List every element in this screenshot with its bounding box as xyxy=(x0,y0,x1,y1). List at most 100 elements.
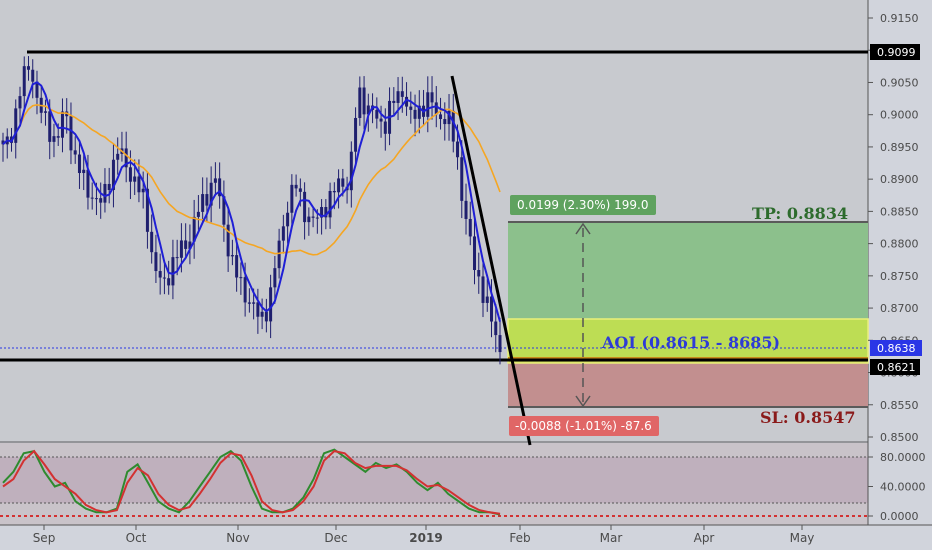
candle-body xyxy=(158,271,162,278)
time-axis: Sep Oct Nov Dec 2019 Feb Mar Apr May xyxy=(33,525,815,545)
candle-body xyxy=(99,198,103,203)
candle-body xyxy=(286,212,290,227)
candle-body xyxy=(124,148,128,168)
candle-body xyxy=(222,196,226,225)
candle-body xyxy=(477,270,481,277)
price-tick-label: 0.8550 xyxy=(880,399,919,412)
oscillator-k-line xyxy=(2,448,501,516)
candle-body xyxy=(252,302,256,304)
candle-body xyxy=(82,169,86,174)
candle-body xyxy=(290,184,294,213)
loss-box-text: -0.0088 (-1.01%) -87.6 xyxy=(515,419,652,433)
tp-label: TP: 0.8834 xyxy=(752,204,848,223)
resistance-price-text: 0.9099 xyxy=(877,46,916,59)
price-tick-label: 0.8950 xyxy=(880,141,919,154)
candle-body xyxy=(464,200,468,219)
stop-loss-zone[interactable] xyxy=(508,358,868,407)
candle-body xyxy=(167,278,171,286)
candle-body xyxy=(141,188,145,193)
candle-body xyxy=(111,159,115,191)
arrow-down-icon xyxy=(575,395,591,408)
candle-body xyxy=(324,207,328,218)
candle-body xyxy=(400,91,404,97)
candle-body xyxy=(358,87,362,118)
candle-body xyxy=(337,178,341,193)
date-tick-label: May xyxy=(790,531,815,545)
candle-body xyxy=(171,257,175,286)
price-tick-label: 0.9050 xyxy=(880,76,919,89)
date-tick-label: Apr xyxy=(694,531,715,545)
aoi-label: AOI (0.8615 - 8685) xyxy=(601,333,780,352)
candle-body xyxy=(22,66,26,97)
candle-body xyxy=(298,188,302,192)
candle-body xyxy=(498,335,502,353)
date-tick-label: 2019 xyxy=(409,531,442,545)
price-tick-label: 0.8750 xyxy=(880,270,919,283)
candle-body xyxy=(133,176,137,182)
candle-body xyxy=(269,287,273,322)
candle-body xyxy=(205,194,209,206)
candle-body xyxy=(396,91,400,103)
support-price-text: 0.8621 xyxy=(877,361,916,374)
candle-body xyxy=(192,216,196,242)
candle-body xyxy=(490,296,494,322)
osc-tick-label: 40.0000 xyxy=(880,481,926,494)
candle-body xyxy=(52,136,56,142)
profit-box-text: 0.0199 (2.30%) 199.0 xyxy=(517,198,648,212)
date-tick-label: Oct xyxy=(126,531,147,545)
candle-body xyxy=(73,150,77,155)
candle-body xyxy=(413,109,417,119)
candle-body xyxy=(230,255,234,257)
candle-body xyxy=(417,105,421,119)
candle-body xyxy=(392,100,396,103)
date-tick-label: Dec xyxy=(324,531,347,545)
candle-body xyxy=(94,198,98,200)
candle-body xyxy=(226,224,230,257)
candle-body xyxy=(383,121,387,134)
profit-box[interactable] xyxy=(510,195,656,215)
price-tick-label: 0.9150 xyxy=(880,12,919,25)
support-price-tag xyxy=(870,359,920,375)
candle-body xyxy=(456,141,460,158)
candle-body xyxy=(43,111,47,113)
candle-body xyxy=(481,276,485,303)
price-axis: 0.91500.91000.90500.90000.89500.89000.88… xyxy=(868,12,919,444)
candle-body xyxy=(277,240,281,269)
candle-body xyxy=(460,157,464,201)
trendline[interactable] xyxy=(450,75,532,446)
price-tick-label: 0.8800 xyxy=(880,238,919,251)
candle-body xyxy=(107,183,111,191)
candle-body xyxy=(116,153,120,160)
date-tick-label: Sep xyxy=(33,531,56,545)
candle-body xyxy=(188,241,192,249)
candle-body xyxy=(239,277,243,279)
candle-body xyxy=(77,154,81,174)
candle-body xyxy=(256,302,260,317)
sl-label: SL: 0.8547 xyxy=(760,408,856,427)
candle-body xyxy=(154,252,158,272)
candle-body xyxy=(307,216,311,223)
candle-body xyxy=(150,231,154,253)
candle-body xyxy=(426,92,430,117)
candle-body xyxy=(103,183,107,203)
price-tick-label: 0.8700 xyxy=(880,302,919,315)
candle-body xyxy=(375,109,379,119)
candle-body xyxy=(247,302,251,304)
candle-body xyxy=(294,184,298,189)
candle-body xyxy=(366,105,370,115)
candle-body xyxy=(315,217,319,219)
candle-body xyxy=(473,236,477,271)
candle-body xyxy=(184,240,188,249)
price-tick-label: 0.9000 xyxy=(880,109,919,122)
candle-body xyxy=(281,226,285,241)
candle-body xyxy=(362,87,366,115)
candle-body xyxy=(137,176,141,193)
date-tick-label: Mar xyxy=(600,531,623,545)
candle-body xyxy=(235,255,239,278)
loss-box[interactable] xyxy=(509,416,659,436)
candle-body xyxy=(145,188,149,232)
candle-body xyxy=(209,182,213,206)
last-price-tag xyxy=(870,340,922,356)
candle-body xyxy=(175,257,179,259)
